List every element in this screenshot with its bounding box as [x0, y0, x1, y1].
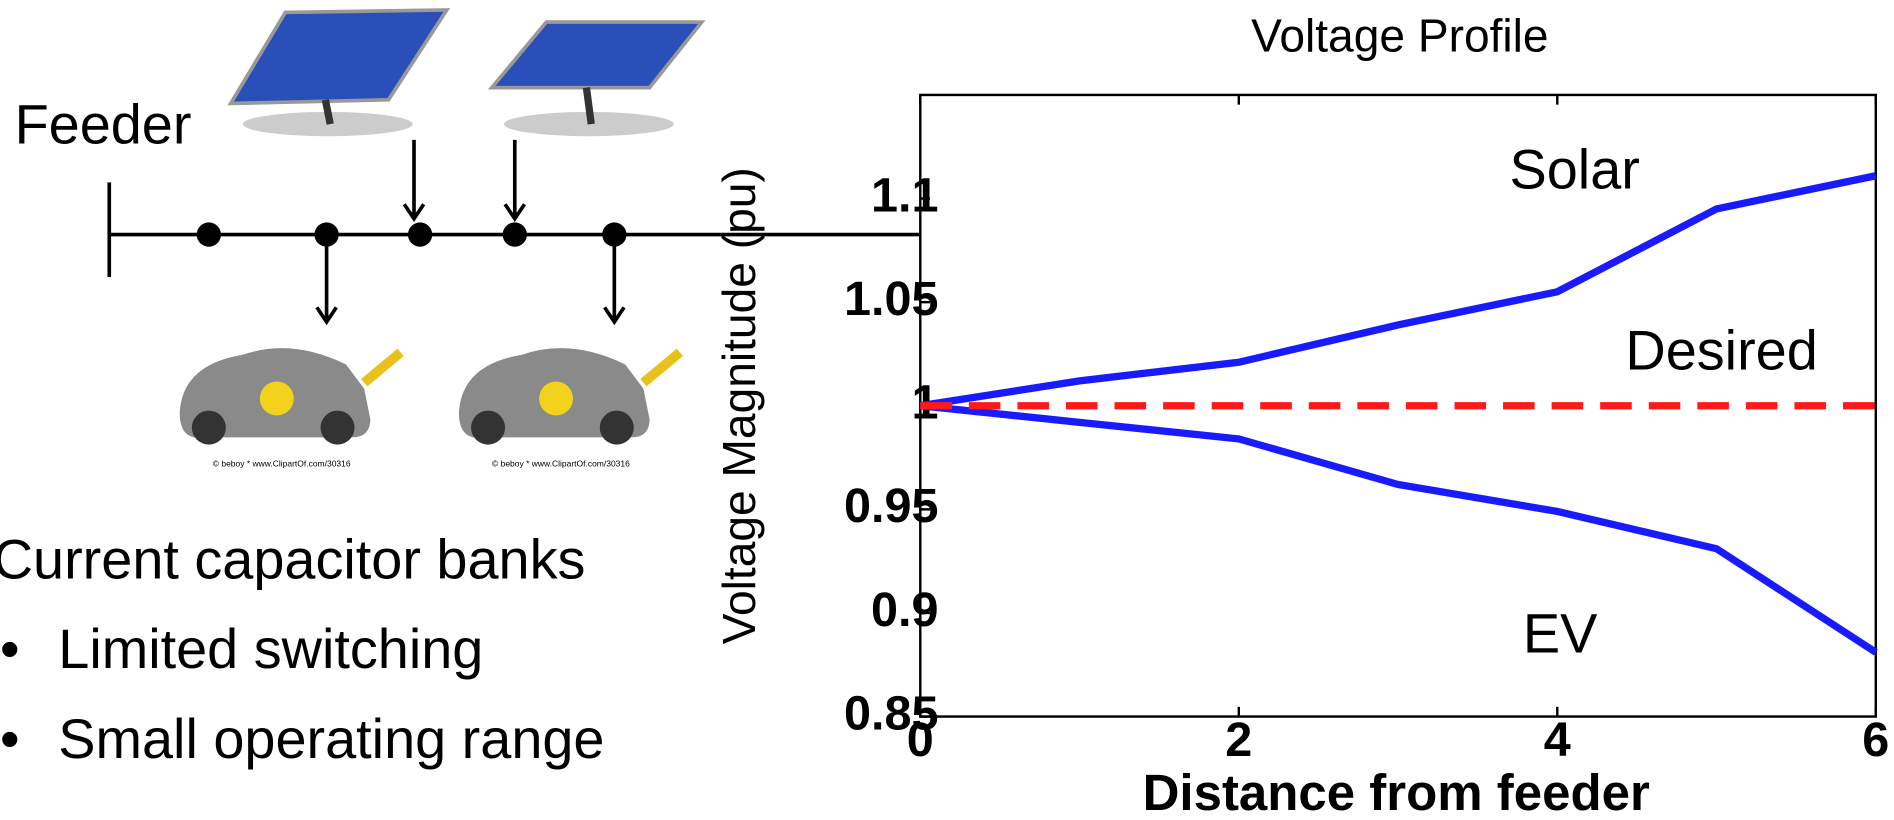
bullet-item: Limited switching [58, 617, 483, 680]
y-tick-label: 1.05 [844, 272, 939, 326]
bullet-item: Small operating range [58, 707, 604, 770]
x-tick-label: 6 [1862, 713, 1889, 767]
y-axis-label: Voltage Magnitude (pu) [713, 167, 765, 644]
arrow [505, 140, 524, 219]
series-label: Solar [1510, 138, 1640, 201]
credit: © beboy * www.ClipartOf.com/30316 [492, 458, 630, 468]
page: {"slide": {"feeder_label": "Feeder", "bu… [0, 0, 1894, 820]
series-label: Desired [1625, 319, 1817, 382]
y-tick-label: 0.95 [844, 479, 939, 533]
solar-panel [231, 10, 447, 136]
node [503, 222, 527, 246]
arrow [605, 243, 624, 322]
plot-frame [920, 95, 1875, 717]
series-label: EV [1523, 601, 1597, 664]
solar-panel [492, 22, 702, 136]
x-tick-label: 0 [907, 713, 934, 767]
x-tick-label: 4 [1544, 713, 1571, 767]
ev-car [180, 348, 401, 444]
x-tick-label: 2 [1225, 713, 1252, 767]
arrow [404, 140, 423, 219]
node [197, 222, 221, 246]
credit: © beboy * www.ClipartOf.com/30316 [213, 458, 351, 468]
slide: © beboy * www.ClipartOf.com/30316 © bebo… [0, 0, 1894, 820]
y-tick-label: 0.9 [871, 583, 939, 637]
feeder-diagram [109, 140, 920, 322]
node [408, 222, 432, 246]
ev-car [459, 348, 680, 444]
arrow [317, 243, 336, 322]
feeder-label: Feeder [15, 93, 192, 156]
bullet-heading: Current capacitor banks [0, 527, 585, 590]
x-axis-label: Distance from feeder [1143, 764, 1650, 820]
line-series [920, 406, 1875, 653]
bullet-marker: • [0, 707, 20, 770]
chart-title: Voltage Profile [1251, 9, 1548, 61]
bullet-marker: • [0, 617, 20, 680]
y-tick-label: 1.1 [871, 168, 939, 222]
